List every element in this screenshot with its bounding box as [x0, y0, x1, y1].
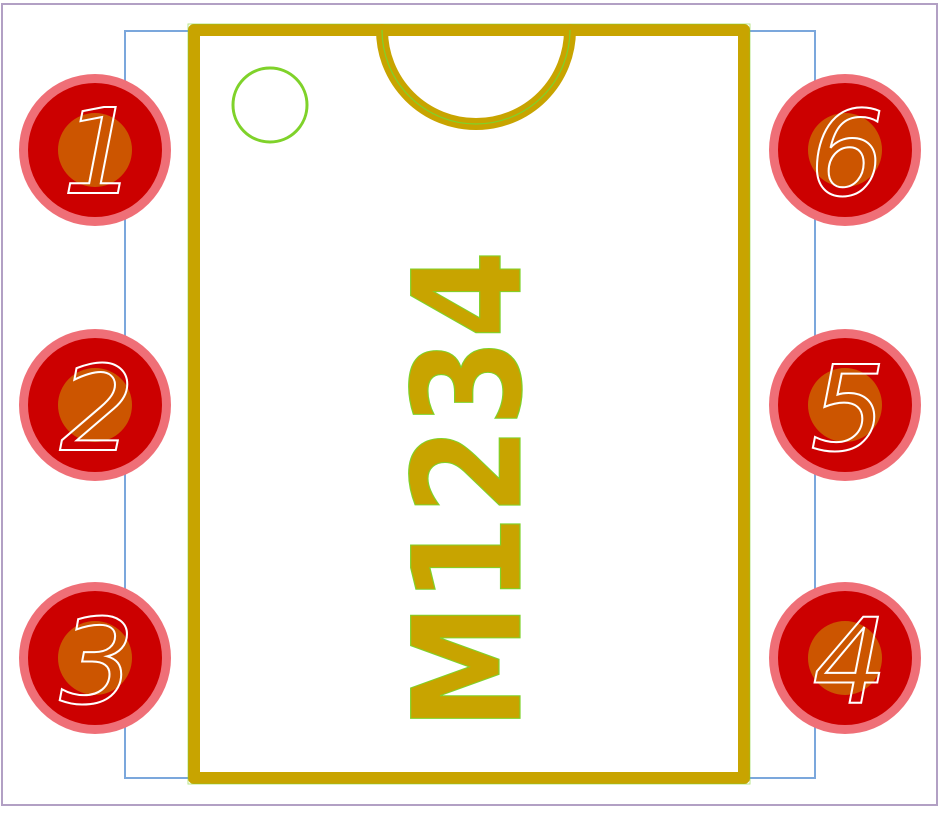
pad-drill	[58, 621, 132, 695]
component-label: M1234	[382, 250, 556, 730]
pad-drill	[58, 113, 132, 187]
board-outline	[1, 3, 938, 806]
pad-drill	[808, 621, 882, 695]
pad-3[interactable]: 3	[19, 582, 171, 734]
package-body	[187, 23, 751, 785]
pad-6[interactable]: 6	[769, 74, 921, 226]
pad-drill	[808, 113, 882, 187]
pad-number-label: 3	[59, 593, 134, 731]
notch-semicircle	[376, 24, 576, 130]
component-label-group: M1234	[381, 249, 556, 730]
pad-4[interactable]: 4	[769, 582, 921, 734]
pad-1[interactable]: 1	[19, 74, 171, 226]
pad-number-label: 1	[62, 83, 137, 221]
pad-number-label: 4	[812, 593, 887, 731]
pad-2[interactable]: 2	[19, 329, 171, 481]
pad-5[interactable]: 5	[769, 329, 921, 481]
package-outline	[188, 24, 750, 784]
notch-edge	[381, 29, 571, 125]
pad-number-label: 6	[809, 85, 884, 223]
pad-drill	[58, 368, 132, 442]
pad-number-label: 5	[810, 340, 885, 478]
pad-drill	[808, 368, 882, 442]
pin1-marker-icon	[231, 66, 309, 144]
package-outline-edge-outer	[187, 23, 751, 785]
pad-number-label: 2	[59, 340, 134, 478]
